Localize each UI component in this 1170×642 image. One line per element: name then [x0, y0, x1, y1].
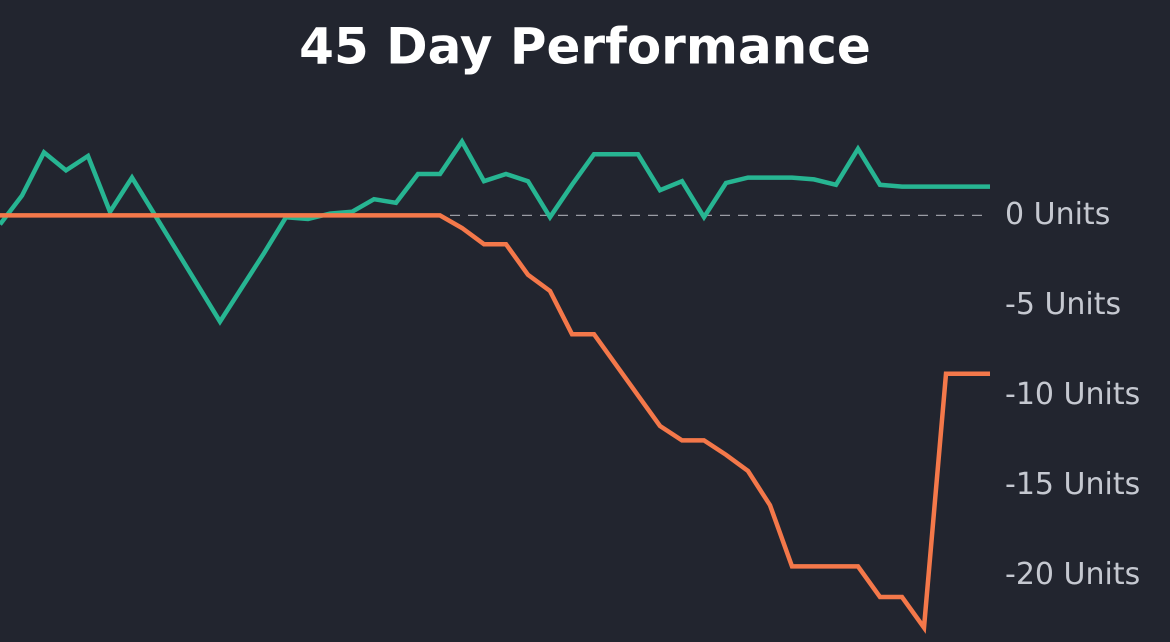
series-line [0, 213, 990, 634]
y-tick-label: 0 Units [1005, 197, 1110, 232]
y-tick-label: -20 Units [1005, 557, 1140, 592]
y-tick-label: -5 Units [1005, 287, 1121, 322]
y-tick-label: -15 Units [1005, 467, 1140, 502]
series-line [0, 137, 990, 326]
chart-title: 45 Day Performance [299, 18, 871, 76]
y-tick-label: -10 Units [1005, 377, 1140, 412]
